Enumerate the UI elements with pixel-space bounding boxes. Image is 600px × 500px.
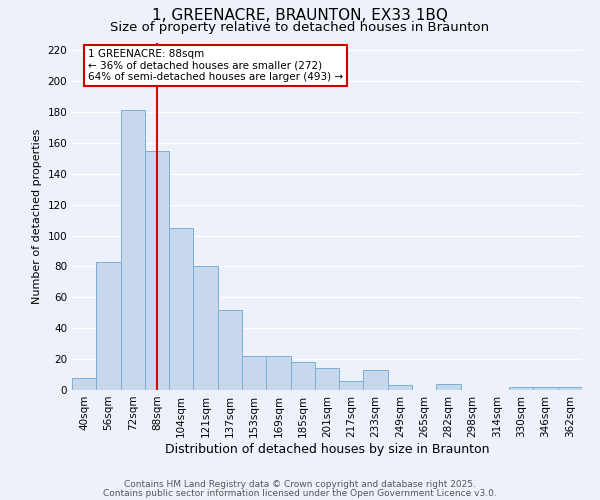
Bar: [145, 150, 169, 390]
Bar: [315, 368, 339, 390]
Bar: [169, 228, 193, 390]
Text: Contains public sector information licensed under the Open Government Licence v3: Contains public sector information licen…: [103, 488, 497, 498]
Bar: [558, 387, 582, 390]
Bar: [218, 310, 242, 390]
Bar: [436, 384, 461, 390]
Text: 1, GREENACRE, BRAUNTON, EX33 1BQ: 1, GREENACRE, BRAUNTON, EX33 1BQ: [152, 8, 448, 22]
X-axis label: Distribution of detached houses by size in Braunton: Distribution of detached houses by size …: [165, 442, 489, 456]
Bar: [339, 380, 364, 390]
Bar: [364, 370, 388, 390]
Text: Size of property relative to detached houses in Braunton: Size of property relative to detached ho…: [110, 21, 490, 34]
Text: 1 GREENACRE: 88sqm
← 36% of detached houses are smaller (272)
64% of semi-detach: 1 GREENACRE: 88sqm ← 36% of detached hou…: [88, 48, 343, 82]
Bar: [266, 356, 290, 390]
Bar: [193, 266, 218, 390]
Bar: [533, 387, 558, 390]
Bar: [72, 378, 96, 390]
Bar: [121, 110, 145, 390]
Bar: [96, 262, 121, 390]
Bar: [388, 386, 412, 390]
Y-axis label: Number of detached properties: Number of detached properties: [32, 128, 42, 304]
Text: Contains HM Land Registry data © Crown copyright and database right 2025.: Contains HM Land Registry data © Crown c…: [124, 480, 476, 489]
Bar: [242, 356, 266, 390]
Bar: [509, 387, 533, 390]
Bar: [290, 362, 315, 390]
